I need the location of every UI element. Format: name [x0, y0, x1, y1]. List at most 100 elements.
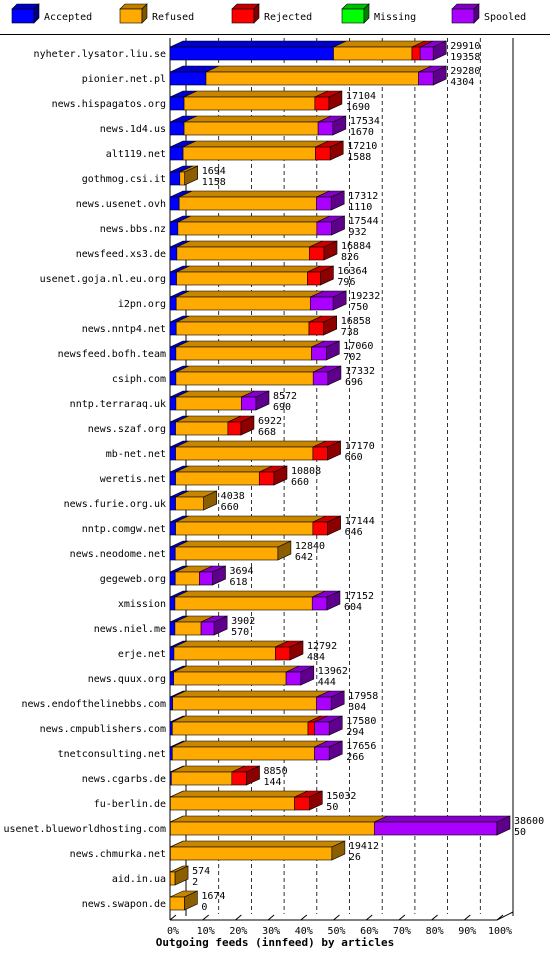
- category-label-fu-berlin-de: fu-berlin.de: [94, 799, 166, 810]
- value-offered-xmission: 17152: [344, 591, 374, 602]
- bar-news-endofthelinebbs-com-spooled: [316, 696, 332, 711]
- value-accepted-xmission: 604: [344, 602, 362, 613]
- bar-top-alt119-net-refused: [182, 140, 329, 148]
- category-label-news-neodome-net: news.neodome.net: [70, 549, 166, 560]
- category-label-news-chmurka-net: news.chmurka.net: [70, 849, 166, 860]
- category-label-news-endofthelinebbs-com: news.endofthelinebbs.com: [22, 699, 167, 710]
- bar-news-swapon-de-refused: [169, 896, 185, 911]
- bar-erje-net-refused: [173, 646, 276, 661]
- bar-gothmog-csi-it-refused: [179, 171, 186, 186]
- bar-alt119-net-rejected: [315, 146, 331, 161]
- bar-side-aid-in-ua: [174, 865, 189, 886]
- value-accepted-tnetconsulting-net: 266: [346, 752, 364, 763]
- legend: Accepted Refused Rejected Missing Spooled: [11, 3, 526, 24]
- x-tick-1: [202, 914, 210, 921]
- bar-tnetconsulting-net-refused: [171, 746, 315, 761]
- bar-side-csiph-com: [327, 365, 342, 386]
- bar-side-gothmog-csi-it: [184, 165, 199, 186]
- bar-news-cmpublishers-com-refused: [171, 721, 309, 736]
- bar-top-news-usenet-ovh-refused: [179, 190, 330, 198]
- value-offered-news-neodome-net: 12840: [295, 541, 325, 552]
- bar-mb-net-net-refused: [175, 446, 314, 461]
- bar-top-news-neodome-net-refused: [175, 540, 292, 548]
- x-tick-6: [365, 914, 373, 921]
- x-tick-3: [267, 914, 275, 921]
- bar-top-weretis-net-refused: [175, 465, 273, 473]
- x-tick-7: [398, 914, 406, 921]
- value-offered-news-nntp4-net: 16858: [341, 316, 371, 327]
- category-label-xmission: xmission: [118, 599, 166, 610]
- bar-top-news-quux-org-refused: [173, 665, 300, 673]
- bar-top-usenet-goja-nl-eu-org-refused: [176, 265, 321, 273]
- bar-top-news-chmurka-net-refused: [170, 840, 345, 848]
- value-accepted-news-cmpublishers-com: 294: [346, 727, 364, 738]
- category-label-news-cmpublishers-com: news.cmpublishers.com: [40, 724, 166, 735]
- category-label-news-cgarbs-de: news.cgarbs.de: [82, 774, 166, 785]
- bar-top-csiph-com-refused: [175, 365, 327, 373]
- category-label-tnetconsulting-net: tnetconsulting.net: [58, 749, 166, 760]
- bar-news-cmpublishers-com-rejected: [307, 721, 315, 736]
- bar-side-gegeweb-org: [212, 565, 226, 586]
- value-accepted-erje-net: 484: [307, 652, 325, 663]
- bar-top-tnetconsulting-net-refused: [172, 740, 328, 748]
- bar-side-xmission: [326, 590, 341, 611]
- x-tick-label-5: 50%: [327, 926, 345, 937]
- bar-news-cgarbs-de-refused: [171, 771, 233, 786]
- bar-news-furie-org-uk-refused: [175, 496, 204, 511]
- bar-newsfeed-xs3-de-rejected: [309, 246, 325, 261]
- x-tick-label-0: 0%: [167, 926, 179, 937]
- legend-label-refused: Refused: [152, 12, 194, 23]
- bar-news-usenet-ovh-accepted: [169, 196, 180, 211]
- bar-side-pionier-net-pl: [432, 65, 447, 86]
- value-accepted-news-nntp4-net: 738: [341, 327, 359, 338]
- legend-swatch-side-rejected: [253, 3, 260, 24]
- bar-news-usenet-ovh-refused: [178, 196, 317, 211]
- x-tick-label-8: 80%: [426, 926, 444, 937]
- value-accepted-csiph-com: 696: [345, 377, 363, 388]
- bar-news-niel-me-refused: [174, 621, 202, 636]
- legend-label-spooled: Spooled: [484, 12, 526, 23]
- bar-news-cmpublishers-com-accepted: [169, 721, 173, 736]
- bar-nyheter-lysator-liu-se-accepted: [169, 46, 334, 61]
- legend-swatch-accepted: [11, 8, 35, 24]
- bar-top-nntp-comgw-net-refused: [175, 515, 327, 523]
- bar-side-news-bbs-nz: [331, 215, 345, 236]
- bar-pionier-net-pl-refused: [205, 71, 419, 86]
- bar-alt119-net-refused: [182, 146, 316, 161]
- bar-weretis-net-rejected: [258, 471, 275, 486]
- value-accepted-alt119-net: 1588: [347, 152, 371, 163]
- value-offered-news-quux-org: 13962: [318, 666, 348, 677]
- category-label-usenet-goja-nl-eu-org: usenet.goja.nl.eu.org: [40, 274, 166, 285]
- bar-usenet-blueworldhosting-com-refused: [170, 821, 375, 836]
- category-label-newsfeed-xs3-de: newsfeed.xs3.de: [76, 249, 166, 260]
- category-label-usenet-blueworldhosting-com: usenet.blueworldhosting.com: [3, 824, 166, 835]
- value-accepted-news-szaf-org: 668: [258, 427, 276, 438]
- bar-news-1d4-us-accepted: [169, 121, 185, 136]
- value-accepted-nyheter-lysator-liu-se: 19358: [450, 52, 480, 63]
- bar-nntp-comgw-net-rejected: [312, 521, 328, 536]
- value-accepted-usenet-goja-nl-eu-org: 796: [337, 277, 355, 288]
- category-label-news-niel-me: news.niel.me: [94, 624, 166, 635]
- bar-side-weretis-net: [273, 465, 288, 486]
- bar-gegeweb-org-refused: [174, 571, 200, 586]
- bar-side-news-chmurka-net: [331, 840, 346, 861]
- bar-news-endofthelinebbs-com-accepted: [169, 696, 173, 711]
- bars: [169, 40, 511, 911]
- x-tick-label-1: 10%: [197, 926, 215, 937]
- bar-nyheter-lysator-liu-se-refused: [333, 46, 413, 61]
- category-label-gegeweb-org: gegeweb.org: [100, 574, 166, 585]
- value-accepted-newsfeed-bofh-team: 702: [343, 352, 361, 363]
- category-label-news-hispagatos-org: news.hispagatos.org: [52, 99, 166, 110]
- legend-swatch-missing: [341, 8, 365, 24]
- bar-side-alt119-net: [329, 140, 344, 161]
- x-tick-label-10: 100%: [488, 926, 512, 937]
- bar-news-szaf-org-refused: [175, 421, 229, 436]
- legend-label-accepted: Accepted: [44, 12, 92, 23]
- bar-weretis-net-refused: [175, 471, 260, 486]
- value-offered-pionier-net-pl: 29280: [450, 66, 480, 77]
- bar-side-news-furie-org-uk: [203, 490, 217, 511]
- value-accepted-mb-net-net: 660: [345, 452, 363, 463]
- bar-news-endofthelinebbs-com-refused: [172, 696, 317, 711]
